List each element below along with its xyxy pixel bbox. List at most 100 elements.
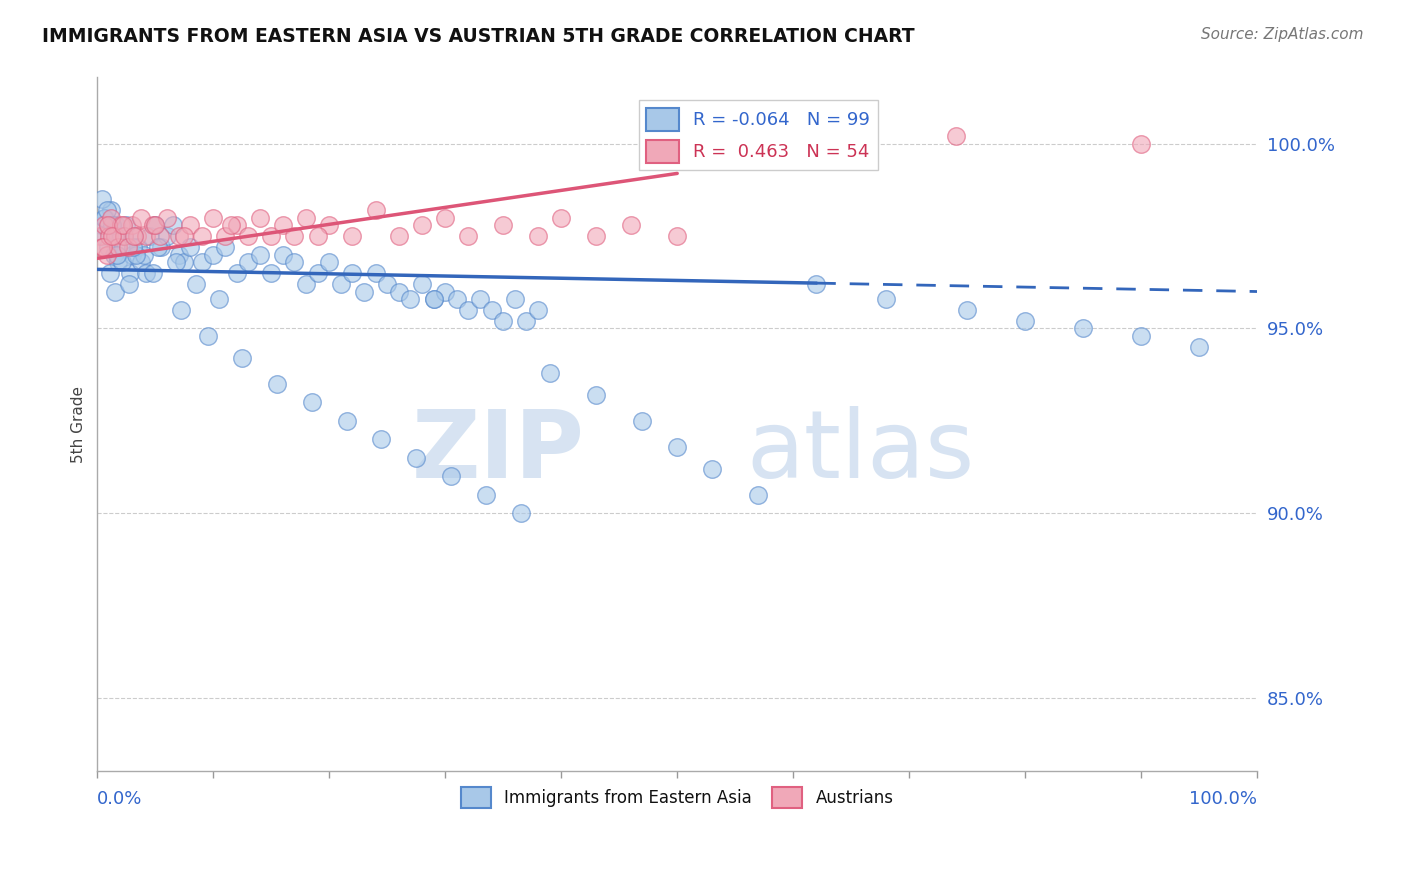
- Point: [503, 292, 526, 306]
- Point: [111, 218, 134, 232]
- Point: [422, 292, 444, 306]
- Point: [103, 247, 125, 261]
- Point: [142, 266, 165, 280]
- Point: [149, 229, 172, 244]
- Point: [90, 218, 112, 232]
- Point: [492, 314, 515, 328]
- Point: [295, 211, 318, 225]
- Point: [104, 218, 127, 232]
- Point: [202, 211, 225, 225]
- Point: [101, 229, 124, 244]
- Point: [249, 247, 271, 261]
- Point: [236, 229, 259, 244]
- Point: [143, 218, 166, 232]
- Point: [329, 277, 352, 292]
- Point: [411, 277, 433, 292]
- Point: [307, 229, 329, 244]
- Point: [104, 229, 127, 244]
- Point: [156, 229, 179, 244]
- Point: [117, 240, 139, 254]
- Point: [115, 218, 138, 232]
- Point: [492, 218, 515, 232]
- Point: [945, 129, 967, 144]
- Point: [97, 229, 120, 244]
- Point: [89, 229, 111, 244]
- Point: [481, 303, 503, 318]
- Point: [131, 211, 153, 225]
- Point: [214, 240, 236, 254]
- Point: [162, 218, 184, 232]
- Point: [364, 203, 387, 218]
- Point: [118, 277, 141, 292]
- Point: [179, 218, 201, 232]
- Point: [208, 292, 231, 306]
- Point: [135, 229, 157, 244]
- Point: [131, 255, 153, 269]
- Point: [342, 266, 364, 280]
- Point: [527, 229, 550, 244]
- Point: [468, 292, 491, 306]
- Point: [173, 229, 195, 244]
- Point: [318, 218, 340, 232]
- Point: [91, 240, 114, 254]
- Point: [434, 285, 457, 299]
- Point: [283, 255, 305, 269]
- Point: [1130, 136, 1153, 151]
- Point: [434, 211, 457, 225]
- Point: [121, 218, 143, 232]
- Point: [550, 211, 572, 225]
- Point: [214, 229, 236, 244]
- Point: [585, 229, 607, 244]
- Point: [446, 292, 468, 306]
- Point: [98, 266, 121, 280]
- Point: [127, 240, 149, 254]
- Point: [956, 303, 979, 318]
- Point: [747, 487, 769, 501]
- Point: [1130, 328, 1153, 343]
- Point: [165, 255, 187, 269]
- Point: [91, 229, 114, 244]
- Point: [93, 211, 115, 225]
- Point: [190, 255, 212, 269]
- Point: [388, 229, 411, 244]
- Point: [97, 218, 120, 232]
- Point: [125, 229, 148, 244]
- Text: 0.0%: 0.0%: [97, 789, 143, 808]
- Point: [122, 240, 145, 254]
- Point: [143, 218, 166, 232]
- Point: [132, 247, 155, 261]
- Point: [94, 211, 117, 225]
- Point: [388, 285, 411, 299]
- Point: [111, 240, 134, 254]
- Point: [301, 395, 323, 409]
- Point: [666, 229, 689, 244]
- Point: [271, 247, 294, 261]
- Legend: Immigrants from Eastern Asia, Austrians: Immigrants from Eastern Asia, Austrians: [454, 780, 900, 815]
- Point: [91, 192, 114, 206]
- Text: ZIP: ZIP: [412, 406, 585, 498]
- Point: [283, 229, 305, 244]
- Point: [190, 229, 212, 244]
- Point: [97, 240, 120, 254]
- Point: [100, 211, 122, 225]
- Point: [97, 226, 120, 240]
- Text: Source: ZipAtlas.com: Source: ZipAtlas.com: [1201, 27, 1364, 42]
- Point: [342, 229, 364, 244]
- Point: [100, 203, 122, 218]
- Point: [167, 229, 190, 244]
- Point: [170, 303, 193, 318]
- Point: [118, 266, 141, 280]
- Point: [307, 266, 329, 280]
- Point: [112, 229, 135, 244]
- Point: [138, 229, 160, 244]
- Point: [271, 218, 294, 232]
- Point: [875, 292, 897, 306]
- Point: [112, 229, 135, 244]
- Point: [457, 303, 479, 318]
- Point: [197, 328, 219, 343]
- Point: [150, 240, 173, 254]
- Point: [422, 292, 444, 306]
- Point: [225, 218, 247, 232]
- Point: [364, 266, 387, 280]
- Y-axis label: 5th Grade: 5th Grade: [72, 386, 86, 463]
